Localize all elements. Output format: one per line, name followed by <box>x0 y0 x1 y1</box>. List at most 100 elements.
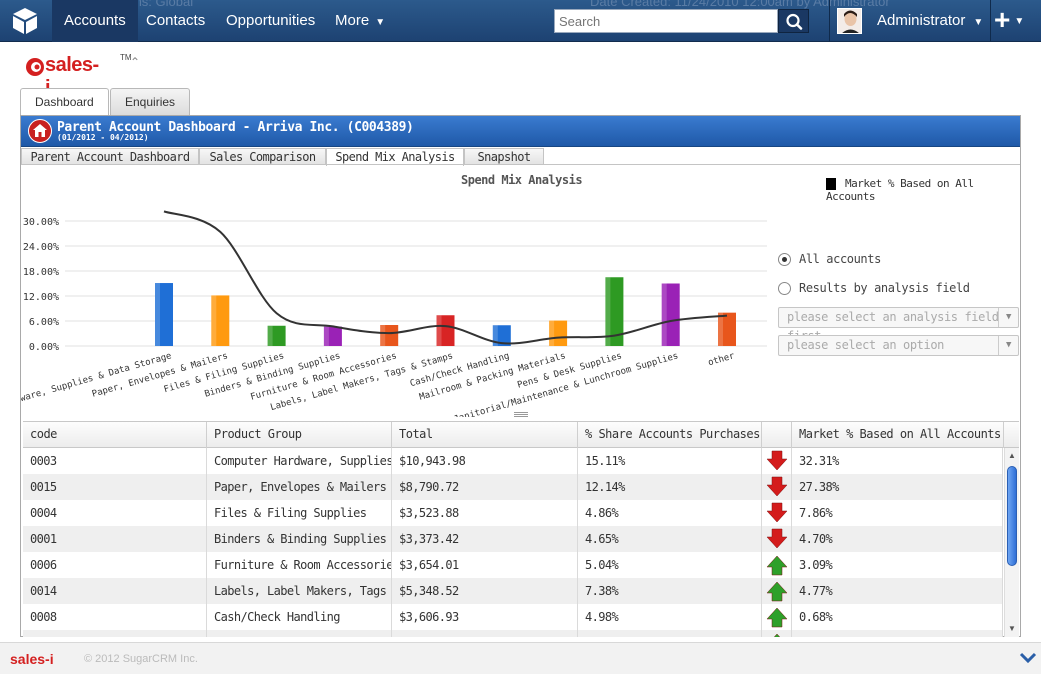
user-avatar[interactable] <box>837 8 862 34</box>
tab-parent-account-dashboard[interactable]: Parent Account Dashboard <box>21 148 199 165</box>
resize-handle[interactable] <box>514 412 528 417</box>
table-header: code Product Group Total % Share Account… <box>23 422 1019 448</box>
cell-group <box>207 630 392 637</box>
chart-bar[interactable] <box>267 325 286 346</box>
cell-market: 32.31% <box>792 448 1003 474</box>
market-share-line <box>163 210 728 345</box>
option-select[interactable]: please select an option ▼ <box>778 335 1019 356</box>
cell-group: Files & Filing Supplies <box>207 500 392 526</box>
chart-bar[interactable] <box>323 326 342 346</box>
chart-bar[interactable] <box>436 315 455 346</box>
nav-tab-accounts[interactable]: Accounts <box>52 0 138 42</box>
radio-label: Results by analysis field <box>799 281 970 295</box>
radio-results-by-analysis-field[interactable]: Results by analysis field <box>778 281 970 295</box>
chart-bar[interactable] <box>605 277 624 346</box>
cell-code: 0001 <box>23 526 207 552</box>
y-tick-label: 24.00% <box>23 242 59 253</box>
cell-code: 0014 <box>23 578 207 604</box>
column-header-code[interactable]: code <box>23 422 207 448</box>
cell-group: Computer Hardware, Supplies & Data Stora… <box>207 448 392 474</box>
footer-logo: sales-i <box>10 651 54 667</box>
background-date-text: Date Created: 11/24/2010 12:00am by Admi… <box>590 0 890 9</box>
chart-bar-highlight <box>492 325 498 346</box>
table-row[interactable]: 0004 Files & Filing Supplies $3,523.88 4.86… <box>23 500 1003 526</box>
nav-tab-more-label: More <box>335 12 370 29</box>
chevron-down-icon: ▼ <box>998 336 1018 355</box>
home-cube-icon[interactable] <box>10 6 40 36</box>
legend-label: Market % Based on All Accounts <box>826 177 974 203</box>
y-tick-label: 12.00% <box>23 292 59 303</box>
chart-bar[interactable] <box>211 295 230 346</box>
top-navigation-bar: Teams: Global Date Created: 11/24/2010 1… <box>0 0 1041 42</box>
header-label: Product Group <box>214 427 302 441</box>
panel-title: Parent Account Dashboard - Arriva Inc. (… <box>57 120 414 135</box>
chart-bar[interactable] <box>492 325 511 346</box>
header-label: % Share Accounts Purchases <box>585 427 760 441</box>
nav-tab-contacts[interactable]: Contacts <box>134 0 217 42</box>
trend-up-arrow-icon <box>762 604 792 630</box>
vertical-scrollbar[interactable]: ▲ ▼ <box>1004 448 1019 637</box>
plus-icon: + <box>994 4 1011 35</box>
tab-enquiries[interactable]: Enquiries <box>110 88 191 115</box>
tab-label: Parent Account Dashboard <box>30 150 191 164</box>
column-header-total[interactable]: Total <box>392 422 578 448</box>
chart-bar[interactable] <box>661 283 680 347</box>
nav-tab-opportunities[interactable]: Opportunities <box>214 0 327 42</box>
tab-spend-mix-analysis[interactable]: Spend Mix Analysis <box>326 148 464 166</box>
scroll-up-icon[interactable]: ▲ <box>1008 451 1016 460</box>
table-row[interactable]: 0001 Binders & Binding Supplies $3,373.42 4… <box>23 526 1003 552</box>
home-icon[interactable] <box>28 119 52 143</box>
chart-bar[interactable] <box>380 325 399 346</box>
column-header-trend[interactable] <box>762 422 792 448</box>
scroll-down-icon[interactable]: ▼ <box>1008 624 1016 633</box>
person-icon <box>838 9 861 33</box>
cell-market: 4.77% <box>792 578 1003 604</box>
header-label: Market % Based on All Accounts <box>799 427 1001 441</box>
y-tick-label: 0.00% <box>29 342 59 353</box>
x-category-label: other <box>707 351 736 368</box>
column-header-share[interactable]: % Share Accounts Purchases <box>578 422 762 448</box>
chart-bar[interactable] <box>549 320 568 346</box>
search-button[interactable] <box>778 9 809 33</box>
cell-share: 15.11% <box>578 448 762 474</box>
tab-snapshot[interactable]: Snapshot <box>464 148 544 165</box>
chart-title: Spend Mix Analysis <box>461 173 583 187</box>
table-row[interactable]: 0006 Furniture & Room Accessories $3,654.0… <box>23 552 1003 578</box>
scrollbar-thumb[interactable] <box>1007 466 1017 566</box>
column-header-product-group[interactable]: Product Group <box>207 422 392 448</box>
cell-code: 0015 <box>23 474 207 500</box>
chart-bar[interactable] <box>155 283 173 346</box>
trend-down-arrow-icon <box>762 500 792 526</box>
chart-bar-highlight <box>267 325 273 346</box>
dashboard-panel: Parent Account Dashboard - Arriva Inc. (… <box>20 115 1021 637</box>
chart-bar[interactable] <box>718 312 736 346</box>
table-row[interactable]: 0015 Paper, Envelopes & Mailers $8,790.72 1… <box>23 474 1003 500</box>
chart-legend: Market % Based on All Accounts <box>826 177 1020 203</box>
logo-trademark: TM <box>120 53 132 62</box>
chevron-down-icon[interactable] <box>1016 647 1040 669</box>
chevron-down-icon: ▼ <box>375 17 386 28</box>
nav-tab-more[interactable]: More ▼ <box>323 0 397 42</box>
table-row[interactable] <box>23 630 1003 637</box>
tab-sales-comparison[interactable]: Sales Comparison <box>199 148 326 165</box>
quick-create-button[interactable]: + ▼ <box>994 0 1024 42</box>
column-header-market[interactable]: Market % Based on All Accounts <box>792 422 1004 448</box>
panel-date-range: (01/2012 - 04/2012) <box>57 133 149 142</box>
nav-tab-opportunities-label: Opportunities <box>226 12 316 29</box>
cell-total: $10,943.98 <box>392 448 578 474</box>
search-input[interactable] <box>554 9 778 33</box>
analysis-field-select[interactable]: please select an analysis field first▼ <box>778 307 1019 343</box>
cell-market <box>792 630 1003 637</box>
cell-total: $3,523.88 <box>392 500 578 526</box>
sales-i-swirl-icon <box>26 58 44 76</box>
tab-dashboard[interactable]: Dashboard <box>20 88 109 116</box>
chart-bar-highlight <box>380 325 386 346</box>
radio-all-accounts[interactable]: All accounts <box>778 252 881 266</box>
collapse-up-icon[interactable]: ⌃ <box>130 55 141 69</box>
user-menu[interactable]: Administrator ▼ <box>877 0 983 42</box>
cell-share: 4.86% <box>578 500 762 526</box>
table-row[interactable]: 0008 Cash/Check Handling $3,606.93 4.98% 0.6… <box>23 604 1003 630</box>
